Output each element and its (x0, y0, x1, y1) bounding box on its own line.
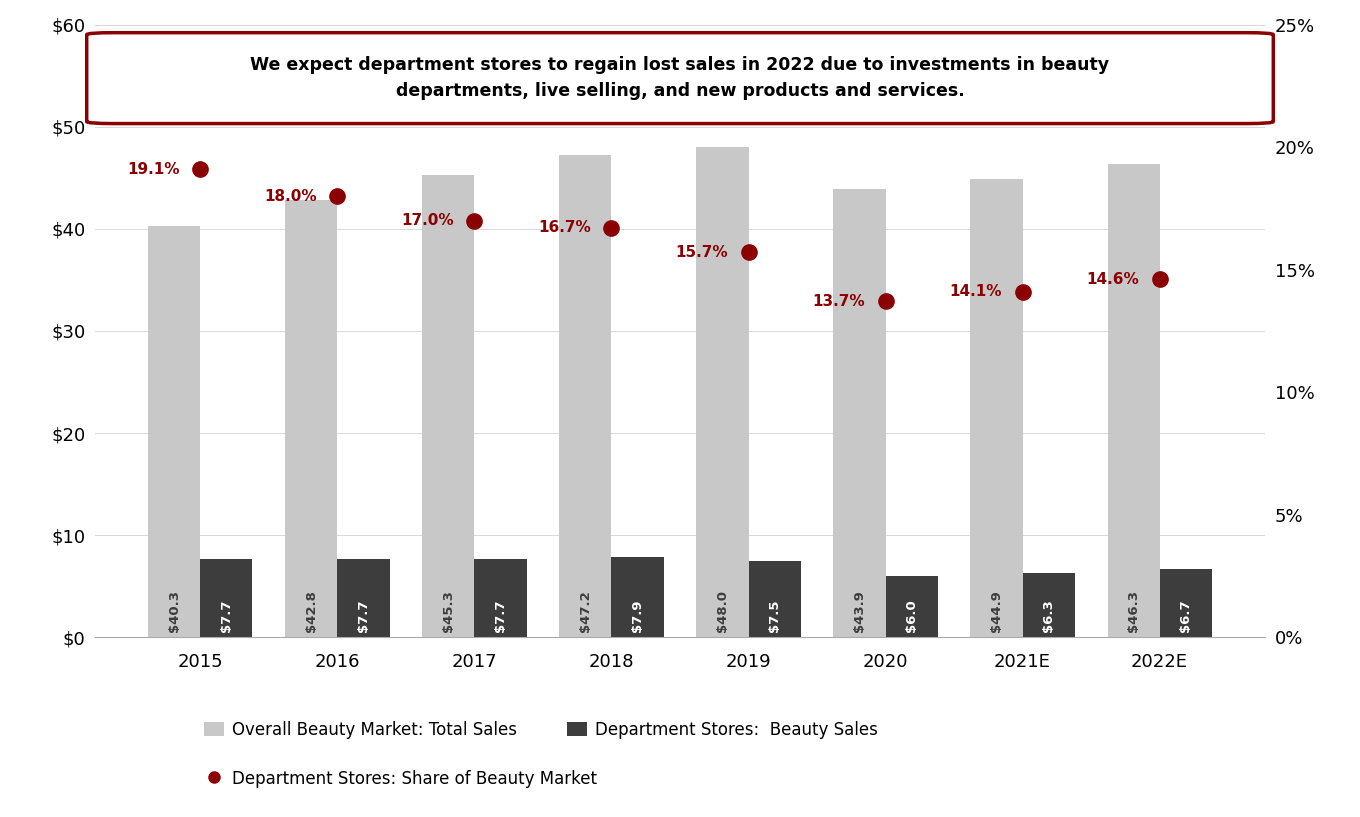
Bar (885, 576, 937, 637)
Text: 14.1%: 14.1% (949, 284, 1002, 299)
Text: $6.0: $6.0 (904, 600, 918, 632)
Text: 18.0%: 18.0% (264, 189, 317, 203)
Text: $42.8: $42.8 (305, 590, 318, 632)
Bar (1107, 164, 1160, 637)
Bar (971, 179, 1023, 637)
Bar (1023, 573, 1074, 637)
Text: $40.3: $40.3 (167, 590, 181, 632)
Bar (286, 200, 337, 637)
Bar (696, 147, 748, 637)
Text: $43.9: $43.9 (853, 590, 866, 632)
Bar (337, 559, 389, 637)
Bar (1160, 569, 1212, 637)
Bar (612, 556, 664, 637)
Bar (748, 560, 801, 637)
Legend: Department Stores: Share of Beauty Market: Department Stores: Share of Beauty Marke… (197, 763, 604, 794)
Text: 13.7%: 13.7% (812, 294, 865, 309)
FancyBboxPatch shape (87, 33, 1273, 123)
Text: $6.7: $6.7 (1179, 600, 1193, 632)
Text: $48.0: $48.0 (715, 590, 729, 632)
Text: 14.6%: 14.6% (1087, 272, 1140, 287)
Text: 17.0%: 17.0% (401, 213, 454, 228)
Bar (148, 225, 200, 637)
Bar (200, 559, 253, 637)
Text: $46.3: $46.3 (1127, 590, 1140, 632)
Text: $7.9: $7.9 (631, 600, 645, 632)
Text: $7.7: $7.7 (220, 600, 233, 632)
Text: $6.3: $6.3 (1042, 600, 1055, 632)
Bar (475, 559, 526, 637)
Text: 15.7%: 15.7% (676, 245, 728, 260)
Text: $47.2: $47.2 (579, 591, 592, 632)
Text: $7.7: $7.7 (494, 600, 507, 632)
Text: 19.1%: 19.1% (128, 162, 180, 176)
Text: $44.9: $44.9 (990, 590, 1004, 632)
Text: $45.3: $45.3 (442, 590, 456, 632)
Bar (423, 175, 475, 637)
Bar (834, 189, 885, 637)
Text: 16.7%: 16.7% (539, 221, 592, 235)
Text: We expect department stores to regain lost sales in 2022 due to investments in b: We expect department stores to regain lo… (250, 56, 1110, 100)
Text: $7.5: $7.5 (768, 600, 781, 632)
Bar (559, 155, 612, 637)
Text: $7.7: $7.7 (356, 600, 370, 632)
